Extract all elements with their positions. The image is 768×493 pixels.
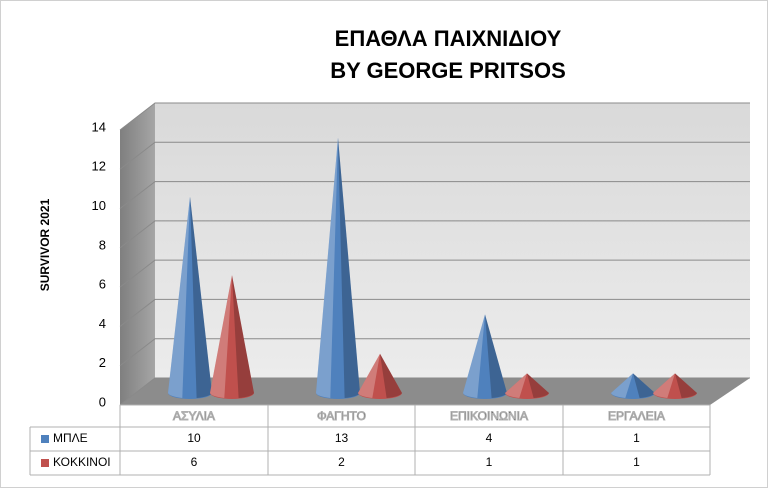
- cone: [358, 353, 402, 399]
- cone-shadow: [675, 373, 697, 398]
- table-value: 1: [633, 431, 640, 445]
- x-tick-label: ΕΡΓΑΛΕΙΑ: [608, 409, 665, 423]
- grid-line: [119, 220, 750, 249]
- back-wall: [155, 103, 750, 378]
- cone-shade: [168, 196, 190, 398]
- cone-shadow: [527, 373, 549, 398]
- cone-shade: [505, 373, 527, 398]
- cone-shade: [316, 137, 338, 398]
- legend-swatch: [41, 435, 49, 443]
- y-tick-label: 8: [99, 237, 106, 252]
- y-tick-label: 0: [99, 394, 106, 409]
- table-value: 6: [191, 455, 198, 469]
- x-tick-label: ΕΠΙΚΟΙΝΩΝΙΑ: [450, 409, 528, 423]
- cone-shadow: [485, 314, 507, 398]
- cone-shade: [611, 373, 633, 398]
- grid-line: [119, 338, 750, 367]
- table-value: 4: [486, 431, 493, 445]
- y-tick-label: 14: [92, 119, 106, 134]
- floor: [120, 378, 750, 405]
- chart-subtitle: BY GEORGE PRITSOS: [330, 58, 566, 83]
- y-tick-label: 4: [99, 316, 106, 331]
- cone-shade: [210, 275, 232, 398]
- cone-shade: [463, 314, 485, 398]
- cone: [316, 137, 360, 399]
- legend-swatch: [41, 459, 49, 467]
- cone: [653, 373, 697, 399]
- grid-line: [119, 298, 750, 327]
- cone: [505, 373, 549, 399]
- grid-line: [119, 377, 750, 406]
- cone-shade: [653, 373, 675, 398]
- grid-line: [119, 181, 750, 209]
- cone-shadow: [380, 353, 402, 398]
- cone: [463, 314, 507, 399]
- grid-line: [119, 102, 750, 131]
- cone-shade: [358, 353, 380, 398]
- chart-title: ΕΠΑΘΛΑ ΠΑΙΧΝΙΔΙΟΥ: [335, 26, 562, 51]
- table-value: 10: [187, 431, 201, 445]
- cone: [168, 196, 212, 399]
- cone-shadow: [232, 275, 254, 398]
- table-value: 1: [486, 455, 493, 469]
- legend-label: ΜΠΛΕ: [53, 431, 88, 445]
- grid-line: [119, 259, 750, 288]
- legend-label: ΚΟΚΚΙΝΟΙ: [53, 455, 111, 469]
- y-tick-label: 6: [99, 277, 106, 292]
- table-value: 1: [633, 455, 640, 469]
- y-tick-label: 12: [92, 159, 106, 174]
- grid-line: [119, 141, 750, 170]
- y-axis-label: SURVIVOR 2021: [38, 198, 52, 291]
- cone-shadow: [190, 196, 212, 398]
- y-tick-label: 2: [99, 355, 106, 370]
- x-tick-label: ΑΣΥΛΙΑ: [173, 409, 215, 423]
- cone-shadow: [338, 137, 360, 398]
- table-value: 13: [335, 431, 349, 445]
- x-tick-label: ΦΑΓΗΤΟ: [317, 409, 366, 423]
- cone: [210, 275, 254, 399]
- cone: [611, 373, 655, 399]
- cone-shadow: [633, 373, 655, 398]
- side-wall: [120, 103, 155, 405]
- y-tick-label: 10: [92, 198, 106, 213]
- table-value: 2: [338, 455, 345, 469]
